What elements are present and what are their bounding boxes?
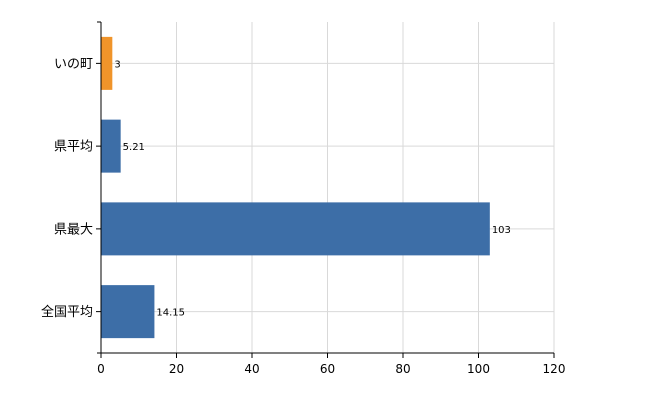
- x-tick-label: 120: [543, 362, 566, 376]
- x-tick-label: 60: [320, 362, 335, 376]
- x-tick-label: 20: [169, 362, 184, 376]
- category-label: 県最大: [54, 222, 93, 237]
- category-label: 全国平均: [41, 304, 93, 320]
- bar: [101, 285, 155, 339]
- data-label: 103: [492, 225, 511, 236]
- bar: [101, 36, 113, 90]
- data-label: 3: [114, 59, 120, 70]
- x-tick-label: 100: [467, 362, 490, 376]
- category-label: 県平均: [54, 140, 93, 155]
- x-tick-label: 80: [395, 362, 410, 376]
- x-tick-label: 0: [97, 362, 105, 376]
- x-tick-label: 40: [244, 362, 259, 376]
- gridlines: [101, 22, 555, 353]
- bar: [101, 119, 121, 173]
- category-label: いの町: [54, 57, 93, 72]
- bars: [101, 36, 490, 339]
- bar: [101, 202, 490, 256]
- data-label: 14.15: [156, 308, 185, 319]
- data-label: 5.21: [123, 142, 145, 153]
- axes: [96, 21, 555, 358]
